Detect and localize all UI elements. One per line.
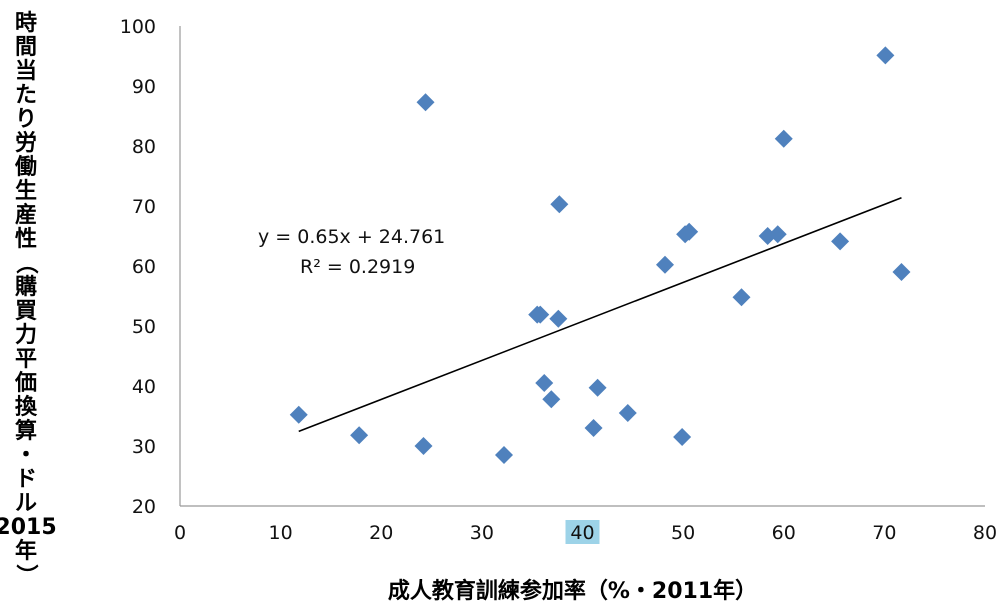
y-axis-label-char: た xyxy=(15,83,37,108)
y-axis-label-char: 性 xyxy=(15,227,37,252)
r-squared-label: R² = 0.2919 xyxy=(300,256,415,278)
y-axis-label-char: 当 xyxy=(15,59,37,84)
y-axis-label-char: 買 xyxy=(15,299,37,324)
x-tick-label: 40 xyxy=(570,522,594,544)
y-tick-label: 90 xyxy=(132,76,156,98)
data-point xyxy=(531,305,550,324)
x-tick-label: 0 xyxy=(174,522,186,544)
data-point xyxy=(350,426,369,445)
x-tick-label: 50 xyxy=(671,522,695,544)
tick-highlight-layer xyxy=(565,520,600,544)
trendline xyxy=(298,197,902,433)
data-point xyxy=(495,446,514,464)
y-axis-label-char: 2015 xyxy=(0,515,57,540)
y-axis-label-char: ） xyxy=(13,564,38,586)
y-axis-label-char: 購 xyxy=(15,275,37,300)
y-axis-label-char: り xyxy=(15,107,37,132)
y-tick-label: 60 xyxy=(132,256,156,278)
trendline-equation: y = 0.65x + 24.761 xyxy=(258,226,445,248)
y-axis-label-char: 労 xyxy=(15,130,37,156)
y-tick-label: 70 xyxy=(132,196,156,218)
x-tick-labels: 0 10 20 30 40 50 60 70 80 xyxy=(174,522,997,544)
x-tick-label: 30 xyxy=(470,522,494,544)
data-point xyxy=(542,390,561,409)
data-point xyxy=(774,129,793,148)
y-axis-label-char: ・ xyxy=(15,443,37,468)
x-tick-label: 60 xyxy=(772,522,796,544)
y-tick-label: 50 xyxy=(132,316,156,338)
data-point xyxy=(656,255,675,274)
y-axis-label-char: 年 xyxy=(15,538,37,564)
y-axis-label-char: ル xyxy=(15,491,37,516)
x-axis-label: 成人教育訓練参加率（%・2011年） xyxy=(388,578,757,604)
y-tick-label: 20 xyxy=(132,496,156,518)
x-tick-highlight xyxy=(565,520,600,544)
data-point xyxy=(673,428,692,446)
data-point xyxy=(892,263,911,281)
data-point xyxy=(831,232,850,251)
y-axis-label-char: 時 xyxy=(15,11,37,36)
data-point xyxy=(549,309,568,328)
data-points xyxy=(289,46,911,464)
y-tick-label: 40 xyxy=(132,376,156,398)
y-axis-label-char: 産 xyxy=(15,202,37,228)
y-axis-label-char: 力 xyxy=(15,323,37,348)
y-axis-label-char: 換 xyxy=(15,394,38,420)
y-tick-label: 80 xyxy=(132,136,156,158)
data-point xyxy=(876,46,895,65)
y-axis-label-char: 価 xyxy=(14,371,37,396)
data-point xyxy=(768,225,787,244)
y-tick-label: 100 xyxy=(120,16,156,38)
data-point xyxy=(680,222,699,241)
data-point xyxy=(289,405,308,424)
y-tick-labels: 20 30 40 50 60 70 80 90 100 xyxy=(120,16,156,518)
y-axis-label-char: 平 xyxy=(15,347,37,372)
data-point xyxy=(732,288,751,307)
y-axis-label-char: 働 xyxy=(14,154,37,180)
x-tick-label: 20 xyxy=(369,522,393,544)
y-tick-label: 30 xyxy=(132,436,156,458)
x-tick-label: 70 xyxy=(872,522,896,544)
data-point xyxy=(416,93,435,112)
axes xyxy=(179,26,985,507)
y-axis-label-char: （ xyxy=(13,252,38,274)
x-tick-label: 80 xyxy=(973,522,997,544)
y-axis-label-char: 算 xyxy=(15,418,37,444)
x-tick-label: 10 xyxy=(269,522,293,544)
data-point xyxy=(535,374,554,392)
data-point xyxy=(618,404,637,422)
data-point xyxy=(584,419,603,437)
data-point xyxy=(588,378,607,397)
y-axis-label-char: 生 xyxy=(15,179,37,204)
y-axis-label-char: 間 xyxy=(15,35,37,60)
y-axis-label-char: ド xyxy=(15,467,37,492)
data-point xyxy=(414,437,433,455)
data-point xyxy=(550,195,569,214)
